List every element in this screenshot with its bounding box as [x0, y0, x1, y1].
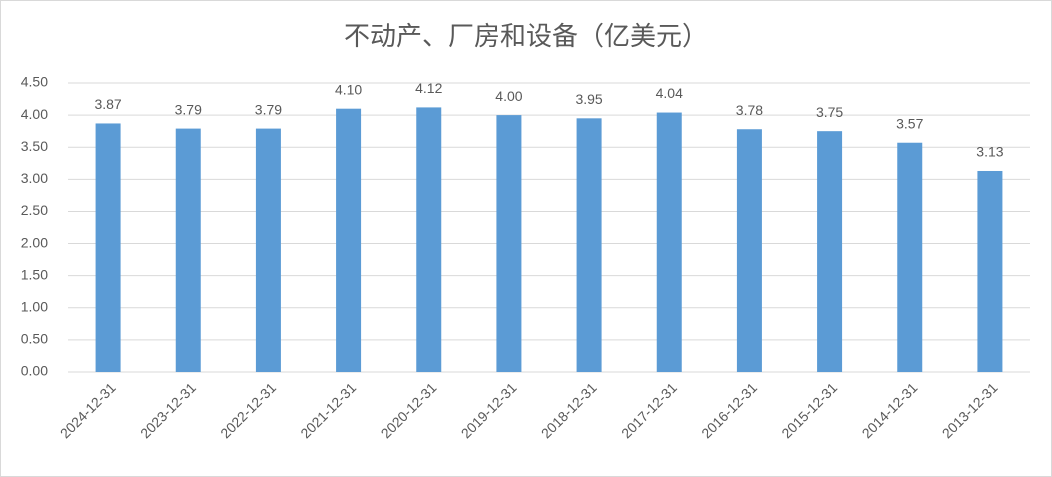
- bar: [736, 129, 762, 372]
- y-tick-label: 0.50: [21, 331, 48, 347]
- bar: [576, 118, 602, 372]
- bar: [336, 108, 362, 372]
- data-label: 4.04: [656, 85, 683, 101]
- data-label: 4.10: [335, 81, 362, 97]
- data-label: 4.12: [415, 80, 442, 96]
- chart-title: 不动产、厂房和设备（亿美元）: [344, 21, 708, 51]
- y-tick-label: 1.00: [21, 298, 48, 314]
- data-label: 3.79: [255, 101, 282, 117]
- bar: [175, 128, 201, 372]
- y-tick-label: 4.50: [21, 74, 48, 90]
- y-tick-label: 0.00: [21, 363, 48, 379]
- y-tick-label: 2.50: [21, 202, 48, 218]
- bar: [817, 131, 843, 372]
- y-tick-label: 2.00: [21, 234, 48, 250]
- data-label: 3.95: [575, 91, 602, 107]
- data-label: 3.79: [175, 101, 202, 117]
- data-label: 4.00: [495, 88, 522, 104]
- bar: [255, 128, 281, 372]
- bar: [496, 115, 522, 372]
- bar: [656, 112, 682, 372]
- y-tick-label: 4.00: [21, 106, 48, 122]
- data-label: 3.78: [736, 102, 763, 118]
- y-tick-label: 3.50: [21, 138, 48, 154]
- y-tick-label: 1.50: [21, 266, 48, 282]
- bar: [897, 142, 923, 372]
- data-label: 3.75: [816, 104, 843, 120]
- data-label: 3.57: [896, 115, 923, 131]
- bar: [416, 107, 442, 372]
- data-label: 3.13: [976, 144, 1003, 160]
- bar: [95, 123, 121, 373]
- bar: [977, 170, 1003, 372]
- data-label: 3.87: [94, 96, 121, 112]
- y-tick-label: 3.00: [21, 170, 48, 186]
